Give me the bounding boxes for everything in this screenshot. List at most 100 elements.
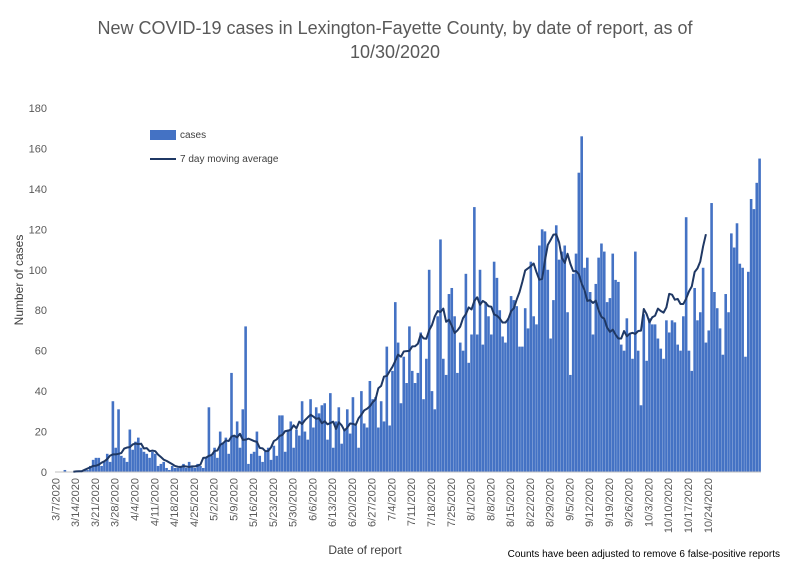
bar-cases bbox=[701, 267, 705, 472]
bar-cases bbox=[738, 263, 742, 472]
x-tick-label: 10/10/2020 bbox=[663, 478, 675, 533]
bar-cases bbox=[156, 465, 160, 472]
y-tick-label: 40 bbox=[35, 386, 47, 398]
bar-cases bbox=[495, 277, 499, 472]
bar-cases bbox=[269, 459, 273, 472]
x-tick-label: 8/15/2020 bbox=[505, 478, 517, 527]
bar-cases bbox=[393, 302, 397, 472]
bar-cases bbox=[295, 429, 298, 472]
bar-cases bbox=[170, 465, 174, 472]
bar-cases bbox=[600, 243, 603, 472]
bar-cases bbox=[83, 469, 86, 472]
bar-cases bbox=[249, 453, 253, 472]
bar-cases bbox=[532, 316, 535, 472]
bar-cases bbox=[204, 457, 208, 472]
bar-cases bbox=[456, 372, 459, 472]
bar-cases bbox=[583, 267, 586, 472]
bar-cases bbox=[687, 350, 691, 472]
bar-cases bbox=[396, 342, 400, 472]
legend-swatch-cases bbox=[150, 130, 176, 140]
bar-cases bbox=[684, 217, 688, 472]
bar-cases bbox=[481, 344, 485, 472]
bar-cases bbox=[128, 429, 132, 472]
bar-cases bbox=[399, 403, 403, 472]
bar-cases bbox=[391, 370, 394, 472]
bar-cases bbox=[213, 447, 216, 472]
x-tick-label: 9/19/2020 bbox=[604, 478, 616, 527]
bar-cases bbox=[337, 407, 341, 472]
x-tick-label: 10/17/2020 bbox=[683, 478, 695, 533]
x-axis-title: Date of report bbox=[328, 543, 402, 557]
bar-cases bbox=[252, 451, 256, 472]
bar-cases bbox=[617, 281, 620, 472]
bar-cases bbox=[591, 334, 595, 472]
bar-cases bbox=[566, 312, 569, 472]
bar-cases bbox=[526, 328, 530, 472]
bar-cases bbox=[752, 209, 756, 473]
bar-cases bbox=[385, 346, 389, 472]
x-tick-label: 5/2/2020 bbox=[209, 478, 221, 521]
bar-cases bbox=[636, 350, 640, 472]
bar-cases bbox=[405, 383, 408, 472]
bar-cases bbox=[732, 247, 736, 472]
bar-cases bbox=[588, 292, 592, 472]
bar-cases bbox=[108, 461, 112, 472]
bar-cases bbox=[86, 469, 89, 472]
chart-legend: cases 7 day moving average bbox=[150, 128, 278, 176]
bar-cases bbox=[413, 383, 417, 472]
bar-cases bbox=[512, 300, 516, 472]
bar-cases bbox=[529, 261, 533, 472]
bar-cases bbox=[698, 312, 702, 472]
bar-cases bbox=[504, 342, 507, 472]
bar-cases bbox=[563, 245, 567, 472]
bar-cases bbox=[475, 334, 479, 472]
bar-cases bbox=[120, 455, 123, 472]
bar-cases bbox=[360, 391, 363, 472]
bar-cases bbox=[368, 381, 372, 472]
bar-cases bbox=[473, 207, 476, 472]
y-tick-label: 160 bbox=[29, 143, 47, 155]
bar-cases bbox=[247, 463, 250, 472]
bar-cases bbox=[571, 273, 575, 472]
bar-cases bbox=[283, 451, 287, 472]
bar-cases bbox=[281, 415, 284, 472]
bar-cases bbox=[430, 391, 434, 472]
bar-cases bbox=[492, 261, 496, 472]
bar-cases bbox=[379, 401, 383, 472]
bar-cases bbox=[580, 136, 583, 472]
bar-cases bbox=[521, 346, 524, 472]
bar-cases bbox=[597, 257, 600, 472]
bar-cases bbox=[114, 447, 118, 472]
bar-cases bbox=[509, 296, 513, 472]
bar-cases bbox=[179, 465, 182, 472]
bar-cases bbox=[444, 374, 448, 472]
bar-cases bbox=[351, 397, 355, 472]
bar-cases bbox=[554, 225, 558, 472]
legend-label-moving-average: 7 day moving average bbox=[180, 153, 279, 165]
y-axis-title: Number of cases bbox=[5, 205, 33, 355]
y-tick-label: 180 bbox=[29, 103, 47, 115]
bar-cases bbox=[331, 447, 335, 472]
bar-cases bbox=[506, 318, 510, 472]
bar-cases bbox=[727, 312, 730, 472]
bar-cases bbox=[224, 437, 228, 472]
bar-cases bbox=[453, 316, 456, 472]
x-tick-label: 8/8/2020 bbox=[485, 478, 497, 521]
bar-cases bbox=[148, 457, 151, 472]
x-tick-label: 7/25/2020 bbox=[446, 478, 458, 527]
bar-cases bbox=[264, 451, 267, 472]
y-tick-label: 120 bbox=[29, 224, 47, 236]
bar-cases bbox=[230, 372, 233, 472]
bar-cases bbox=[707, 330, 711, 472]
bar-cases bbox=[478, 269, 482, 472]
bar-cases bbox=[255, 431, 259, 472]
bar-cases bbox=[159, 463, 163, 472]
bar-cases bbox=[100, 465, 103, 472]
x-tick-label: 5/16/2020 bbox=[248, 478, 260, 527]
x-tick-label: 10/24/2020 bbox=[703, 478, 715, 533]
bar-cases bbox=[605, 302, 609, 472]
x-tick-label: 5/30/2020 bbox=[288, 478, 300, 527]
bar-cases bbox=[498, 310, 502, 472]
x-tick-label: 5/23/2020 bbox=[268, 478, 280, 527]
bar-cases bbox=[628, 334, 631, 472]
